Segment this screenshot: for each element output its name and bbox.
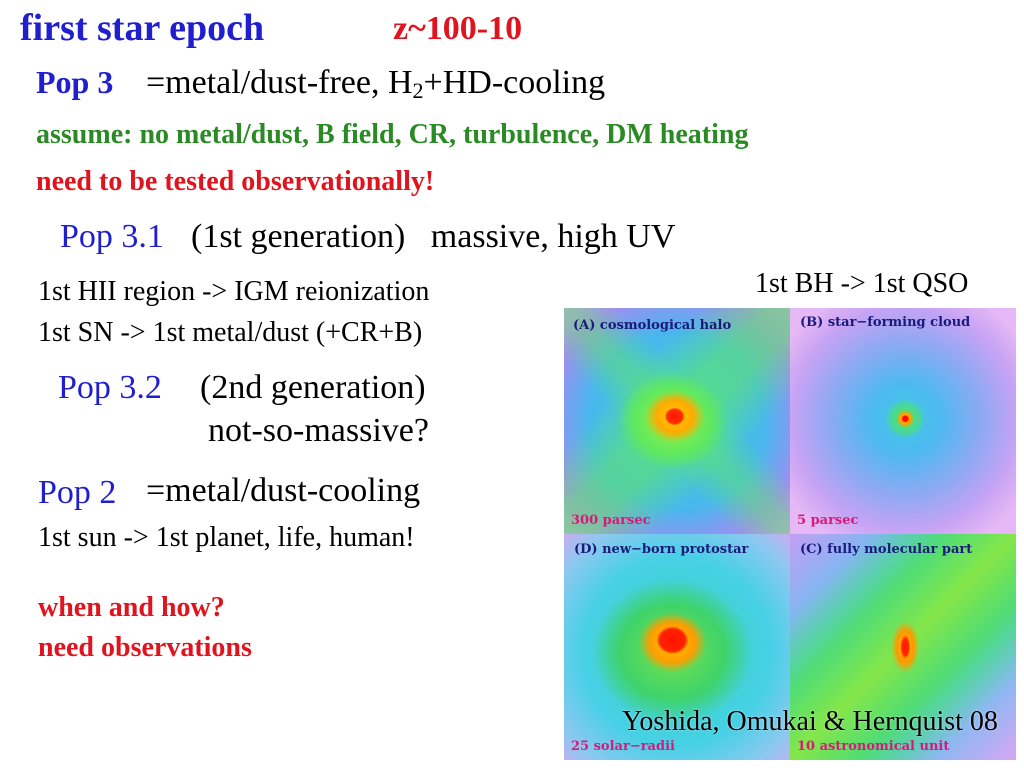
panel-a-scale: 300 parsec: [571, 513, 651, 528]
simulation-figure: (A) cosmological halo 300 parsec (B) sta…: [564, 308, 1016, 760]
panel-new-born-protostar: (D) new−born protostar 25 solar−radii: [564, 534, 790, 760]
pop3-def-suffix: +HD-cooling: [423, 64, 606, 101]
figure-credit: Yoshida, Omukai & Hernquist 08: [622, 706, 998, 737]
panel-c-label: (C) fully molecular part: [800, 542, 973, 557]
panel-b-label: (B) star−forming cloud: [800, 315, 971, 330]
redshift-range: z~100-10: [393, 10, 523, 47]
panel-c-scale: 10 astronomical unit: [797, 739, 950, 754]
panel-star-forming-cloud: (B) star−forming cloud 5 parsec: [790, 308, 1016, 534]
when-how-line: when and how?: [38, 592, 225, 623]
panel-cosmological-halo: (A) cosmological halo 300 parsec: [564, 308, 790, 534]
pop32-description-line1: (2nd generation): [200, 369, 426, 406]
panel-fully-molecular-part: (C) fully molecular part 10 astronomical…: [790, 534, 1016, 760]
black-hole-line: 1st BH -> 1st QSO: [755, 268, 969, 299]
first-sun-line: 1st sun -> 1st planet, life, human!: [38, 522, 415, 553]
panel-a-label: (A) cosmological halo: [573, 318, 732, 333]
pop3-definition: =metal/dust-free, H2+HD-cooling: [146, 64, 605, 102]
supernova-line: 1st SN -> 1st metal/dust (+CR+B): [38, 317, 423, 348]
pop3-def-subscript: 2: [412, 78, 424, 103]
panel-d-label: (D) new−born protostar: [574, 542, 749, 557]
panel-b-scale: 5 parsec: [797, 513, 859, 528]
panel-d-scale: 25 solar−radii: [571, 739, 675, 754]
pop31-label: Pop 3.1: [60, 218, 164, 255]
slide-title: first star epoch: [20, 7, 265, 49]
need-observations-line: need observations: [38, 632, 252, 663]
pop32-label: Pop 3.2: [58, 369, 162, 406]
pop31-description: (1st generation) massive, high UV: [191, 218, 676, 255]
pop3-label: Pop 3: [36, 64, 114, 100]
pop3-def-prefix: =metal/dust-free, H: [146, 64, 413, 101]
tested-line: need to be tested observationally!: [36, 166, 435, 197]
assumptions-line: assume: no metal/dust, B field, CR, turb…: [36, 119, 749, 150]
pop2-label: Pop 2: [38, 474, 117, 511]
hii-region-line: 1st HII region -> IGM reionization: [38, 276, 430, 307]
pop2-definition: =metal/dust-cooling: [146, 472, 421, 509]
pop32-description-line2: not-so-massive?: [208, 412, 429, 449]
